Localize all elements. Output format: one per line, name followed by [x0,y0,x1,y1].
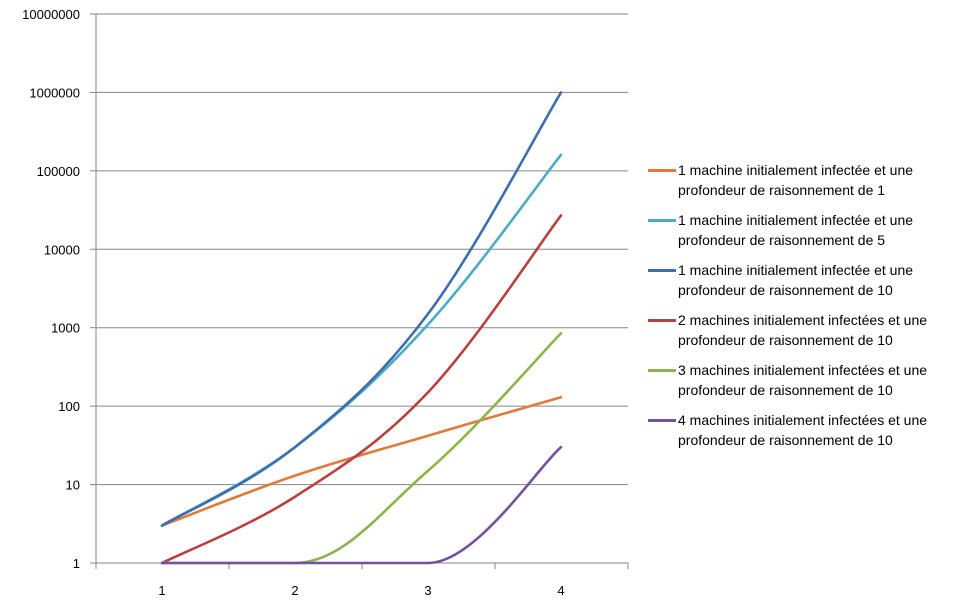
series-line-3 [160,91,563,527]
series-lines [160,91,563,565]
legend-item: 1 machine initialement infectée et une p… [648,260,968,310]
series-line-5 [160,331,563,565]
legend-label: 1 machine initialement infectée et une p… [678,262,914,298]
legend-item: 1 machine initialement infectée et une p… [648,210,968,260]
y-tick-label: 1 [73,556,80,571]
x-tick-label: 1 [158,583,165,598]
legend-item: 1 machine initialement infectée et une p… [648,160,968,210]
y-tick-label: 1000 [51,321,80,336]
legend-label: 1 machine initialement infectée et une p… [678,162,914,198]
legend: 1 machine initialement infectée et une p… [648,160,968,460]
legend-swatch [648,269,676,272]
legend-item: 4 machines initialement infectées et une… [648,410,968,460]
y-tick-label: 10000000 [22,7,80,22]
series-line-1 [160,395,563,527]
y-tick-label: 100 [58,399,80,414]
legend-label: 3 machines initialement infectées et une… [678,362,928,398]
legend-label: 2 machines initialement infectées et une… [678,312,928,348]
x-tick-label: 4 [557,583,564,598]
y-tick-label: 10 [66,478,80,493]
y-tick-label: 1000000 [29,85,80,100]
y-axis-tick-labels: 1 10 100 1000 10000 100000 1000000 10000000 [22,7,80,571]
x-tick-label: 2 [291,583,298,598]
legend-swatch [648,169,676,172]
series-line-2 [160,153,563,527]
y-tick-label: 100000 [37,164,80,179]
x-axis-tick-labels: 1 2 3 4 [158,583,564,598]
y-tick-label: 10000 [44,242,80,257]
series-line-4 [160,214,563,565]
gridlines [96,13,628,486]
x-tick-label: 3 [424,583,431,598]
legend-swatch [648,369,676,372]
legend-item: 3 machines initialement infectées et une… [648,360,968,410]
axes [90,13,629,569]
legend-item: 2 machines initialement infectées et une… [648,310,968,360]
legend-swatch [648,419,676,422]
legend-swatch [648,219,676,222]
legend-label: 1 machine initialement infectée et une p… [678,212,914,248]
series-line-6 [160,445,563,565]
legend-label: 4 machines initialement infectées et une… [678,412,928,448]
legend-swatch [648,319,676,322]
